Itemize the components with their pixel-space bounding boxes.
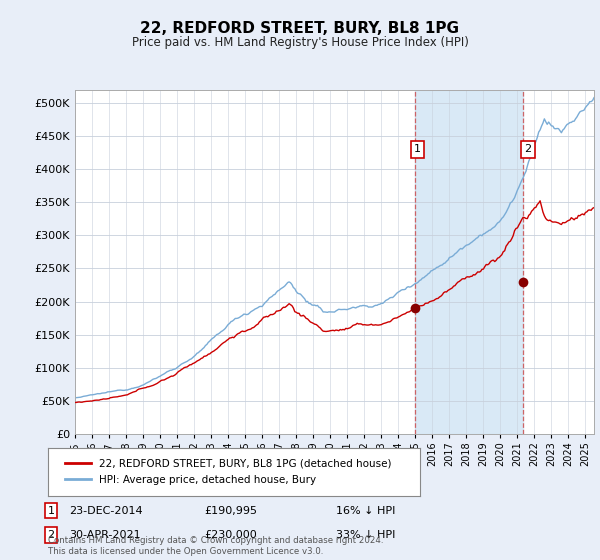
- Bar: [415, 90, 523, 434]
- Legend: 22, REDFORD STREET, BURY, BL8 1PG (detached house), HPI: Average price, detached: 22, REDFORD STREET, BURY, BL8 1PG (detac…: [61, 454, 396, 489]
- Text: 23-DEC-2014: 23-DEC-2014: [69, 506, 143, 516]
- Text: Price paid vs. HM Land Registry's House Price Index (HPI): Price paid vs. HM Land Registry's House …: [131, 36, 469, 49]
- Text: Contains HM Land Registry data © Crown copyright and database right 2024.
This d: Contains HM Land Registry data © Crown c…: [48, 536, 383, 556]
- Text: 2: 2: [47, 530, 55, 540]
- Text: £190,995: £190,995: [204, 506, 257, 516]
- Text: 22, REDFORD STREET, BURY, BL8 1PG: 22, REDFORD STREET, BURY, BL8 1PG: [140, 21, 460, 36]
- Text: 1: 1: [47, 506, 55, 516]
- Text: 16% ↓ HPI: 16% ↓ HPI: [336, 506, 395, 516]
- Text: 2: 2: [524, 144, 532, 154]
- Text: 1: 1: [414, 144, 421, 154]
- Text: 30-APR-2021: 30-APR-2021: [69, 530, 140, 540]
- Text: £230,000: £230,000: [204, 530, 257, 540]
- Text: 33% ↓ HPI: 33% ↓ HPI: [336, 530, 395, 540]
